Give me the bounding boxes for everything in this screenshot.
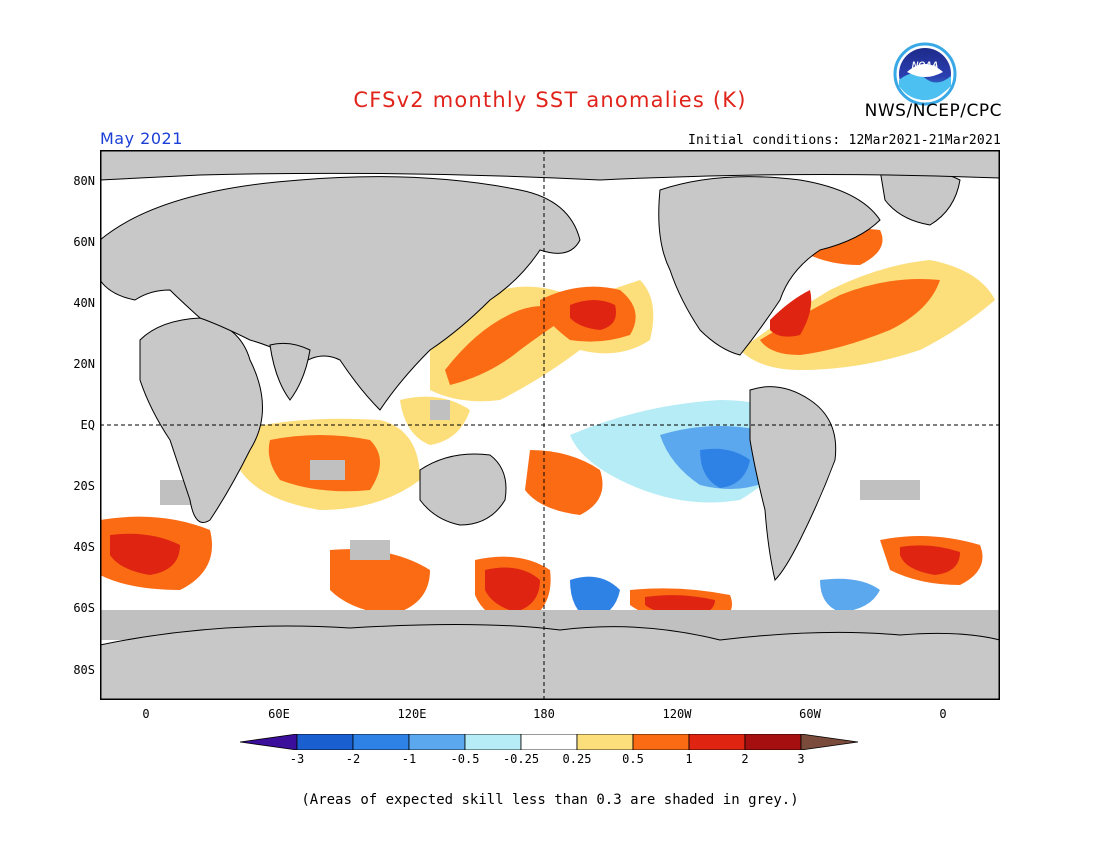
lon-label-120w: 120W [662,707,692,721]
colorbar-cell [632,734,690,750]
lon-label-0: 0 [142,707,150,721]
colorbar-tick: -3 [289,752,305,766]
arctic-land [100,150,1000,181]
lon-label-60w: 60W [799,707,821,721]
colorbar [240,734,859,750]
colorbar-tick: 2 [741,752,749,766]
colorbar-cell [744,734,802,750]
colorbar-tick: -0.25 [502,752,540,766]
north-america-land [658,176,881,356]
sst-anomaly-map [100,150,1000,700]
colorbar-tick: 0.25 [562,752,592,766]
anomaly-fields [100,228,995,625]
india-land [269,342,311,401]
colorbar-tick: -0.5 [450,752,480,766]
noaa-logo-text: NOAA [912,60,939,70]
colorbar-tick: 0.5 [622,752,644,766]
valid-month-label: May 2021 [100,129,183,148]
map-border [100,150,1000,700]
skill-footnote: (Areas of expected skill less than 0.3 a… [301,792,799,808]
land-masses [100,150,1000,700]
colorbar-cell [296,734,354,750]
lat-label-60n: 60N [73,235,95,249]
colorbar-tick: -1 [401,752,417,766]
colorbar-tick: 3 [797,752,805,766]
lat-label-eq: EQ [80,418,95,432]
eurasia-land [100,176,581,411]
colorbar-cell [520,734,578,750]
antarctica-land [100,623,1000,700]
lat-label-20s: 20S [73,479,95,493]
lat-label-80s: 80S [73,663,95,677]
colorbar-cell [352,734,410,750]
initial-conditions-label: Initial conditions: 12Mar2021-21Mar2021 [687,133,1001,148]
colorbar-cell [464,734,522,750]
lat-label-40s: 40S [73,540,95,554]
lat-label-80n: 80N [73,174,95,188]
colorbar-tick: -2 [345,752,361,766]
agency-label: NWS/NCEP/CPC [864,101,1002,121]
colorbar-tick: 1 [685,752,693,766]
map-title: CFSv2 monthly SST anomalies (K) [353,88,747,112]
lon-label-0-east: 0 [939,707,947,721]
colorbar-cell [800,734,859,750]
noaa-logo: NOAA [893,42,957,106]
colorbar-cell [408,734,466,750]
lon-label-60e: 60E [268,707,290,721]
lat-label-40n: 40N [73,296,95,310]
colorbar-cell [240,734,298,750]
lon-label-180: 180 [533,707,555,721]
lat-label-60s: 60S [73,601,95,615]
australia-land [419,453,507,526]
lon-label-120e: 120E [397,707,427,721]
south-america-land [749,386,837,581]
lat-label-20n: 20N [73,357,95,371]
colorbar-cell [576,734,634,750]
colorbar-cell [688,734,746,750]
